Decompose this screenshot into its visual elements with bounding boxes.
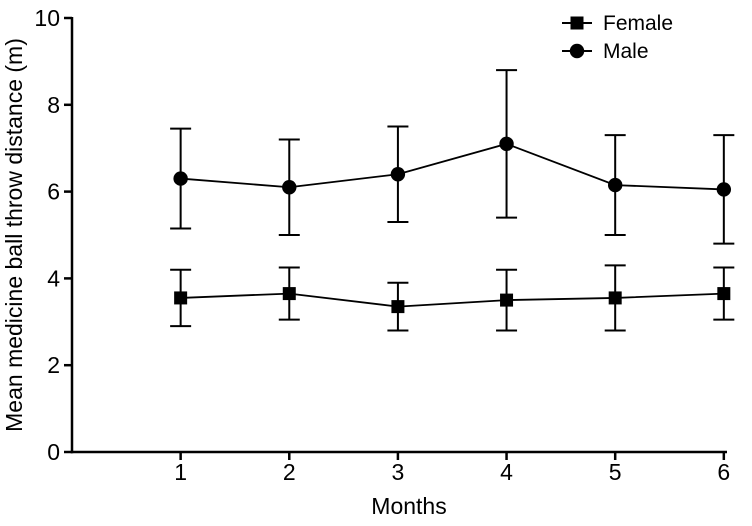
y-axis-tick-label: 6 — [47, 179, 60, 205]
legend-square-marker — [570, 16, 584, 30]
y-axis-tick-label: 8 — [47, 92, 60, 118]
y-axis-tick-label: 2 — [47, 352, 60, 378]
legend-circle-marker — [569, 43, 585, 59]
series-male — [170, 69, 735, 245]
data-point-circle — [716, 182, 732, 197]
y-axis-tick-label: 4 — [47, 265, 60, 291]
data-point-square — [174, 291, 188, 305]
x-axis-tick-label: 2 — [283, 459, 296, 485]
legend-item-male: Male — [562, 40, 649, 63]
y-axis-tick-label: 10 — [34, 5, 60, 31]
data-point-square — [500, 293, 514, 307]
y-axis-tick-label: 0 — [47, 439, 60, 465]
x-axis-tick-label: 5 — [609, 459, 622, 485]
data-point-square — [717, 287, 731, 301]
legend-label: Female — [603, 12, 673, 35]
x-axis-tick-label: 4 — [500, 459, 513, 485]
x-axis-tick-label: 1 — [174, 459, 187, 485]
legend: Female Male — [562, 12, 673, 63]
legend-label: Male — [603, 40, 649, 63]
series-line — [180, 142, 724, 191]
data-point-square — [282, 287, 296, 301]
series-female — [170, 264, 735, 332]
data-point-square — [608, 291, 622, 305]
series-line — [180, 292, 724, 308]
data-point-square — [391, 300, 405, 314]
data-point-circle — [607, 177, 623, 193]
data-point-circle — [282, 180, 297, 195]
data-point-circle — [390, 167, 406, 182]
x-axis-title: Months — [371, 493, 446, 519]
x-axis-tick-label: 3 — [392, 459, 405, 485]
data-point-circle — [499, 136, 514, 152]
legend-item-female: Female — [562, 12, 673, 35]
data-point-circle — [173, 171, 188, 186]
y-axis-title: Mean medicine ball throw distance (m) — [1, 38, 27, 432]
x-axis-tick-label: 6 — [717, 459, 730, 485]
